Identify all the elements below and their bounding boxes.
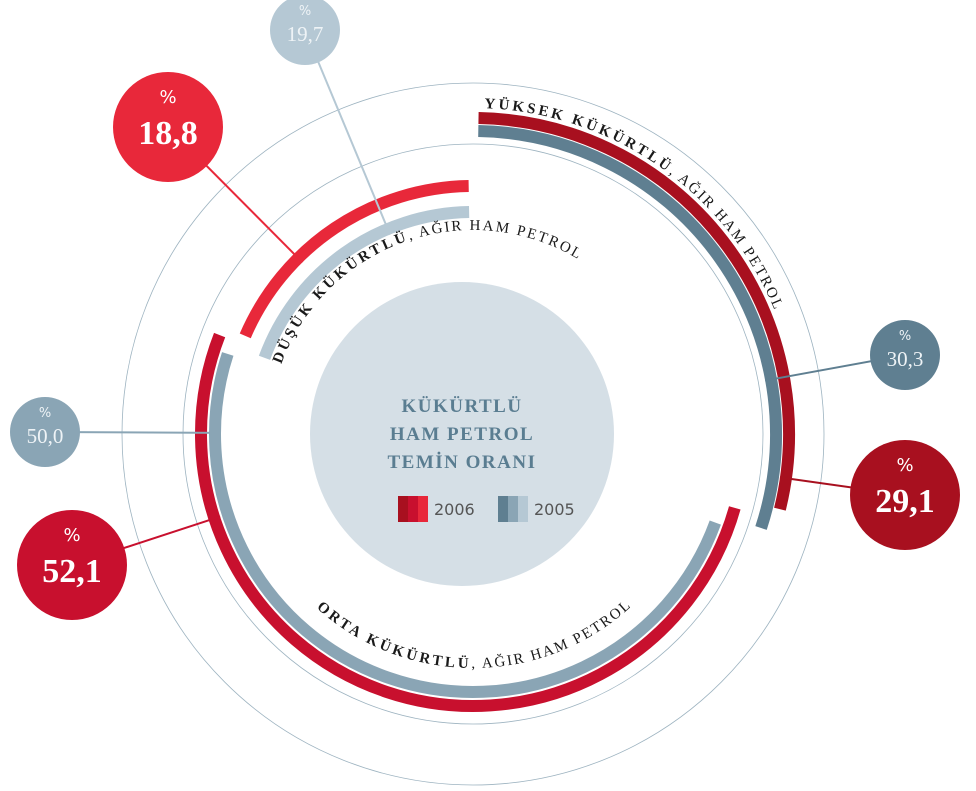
title-line: KÜKÜRTLÜ <box>401 396 522 417</box>
value-bubble <box>10 397 80 467</box>
unit-label: % <box>896 455 913 476</box>
inner-ring <box>182 143 764 725</box>
unit-label: % <box>39 406 51 421</box>
legend-swatch <box>398 496 408 522</box>
title-line: TEMİN ORANI <box>388 452 537 473</box>
unit-label: % <box>899 329 911 344</box>
value-label: 52,1 <box>42 553 102 590</box>
segment-arc <box>239 180 469 339</box>
unit-label: % <box>159 87 176 108</box>
value-label: 50,0 <box>27 424 64 448</box>
unit-label: % <box>299 4 311 19</box>
value-bubble <box>870 320 940 390</box>
category-name: ORTA KÜKÜRTLÜ <box>314 599 472 672</box>
segment-arc <box>478 125 782 530</box>
legend-swatch <box>408 496 418 522</box>
value-bubble <box>270 0 340 65</box>
legend-swatch <box>418 496 428 522</box>
segment-arc <box>209 352 721 698</box>
legend-swatch <box>508 496 518 522</box>
segment-arc <box>195 332 741 712</box>
value-label: 30,3 <box>887 347 924 371</box>
legend-label: 2005 <box>534 500 575 519</box>
value-bubble <box>17 510 127 620</box>
legend-swatch <box>518 496 528 522</box>
segment-arc <box>258 206 470 360</box>
segment-arc <box>478 112 795 511</box>
connector <box>304 29 391 235</box>
value-label: 19,7 <box>287 22 324 46</box>
value-bubble <box>113 72 223 182</box>
outer-ring <box>121 82 825 786</box>
value-label: 18,8 <box>138 115 198 152</box>
title-line: HAM PETROL <box>390 424 534 445</box>
legend-label: 2006 <box>434 500 475 519</box>
center-disc <box>310 282 614 586</box>
unit-label: % <box>63 525 80 546</box>
value-bubble <box>850 440 960 550</box>
legend-swatch <box>498 496 508 522</box>
category-detail: , AĞIR HAM PETROL <box>406 218 586 264</box>
category-detail: , AĞIR HAM PETROL <box>471 596 635 672</box>
value-label: 29,1 <box>875 483 935 520</box>
